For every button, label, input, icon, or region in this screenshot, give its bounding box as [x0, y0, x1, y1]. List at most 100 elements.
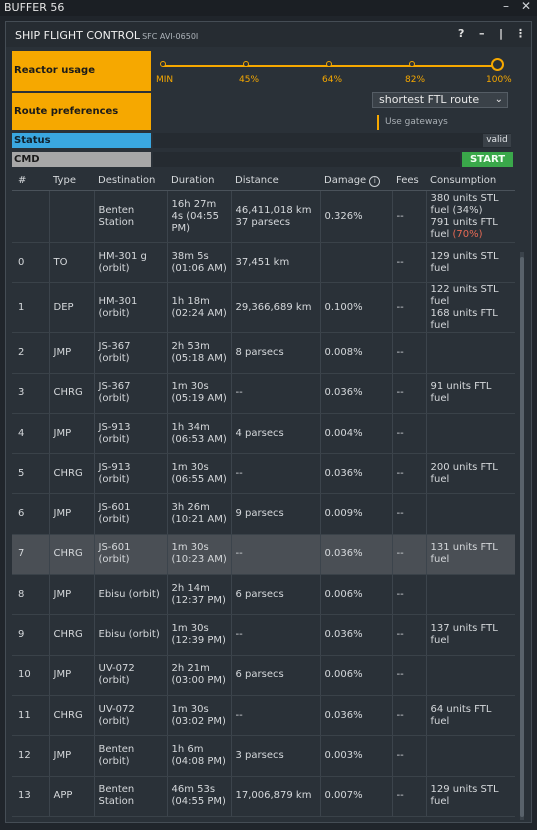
cell-dmg: 0.003% [319, 735, 392, 777]
cell-dur: 2h 21m (03:00 PM) [166, 655, 231, 696]
minimize-icon[interactable]: – [479, 27, 485, 40]
cell-dest[interactable]: JS-601 (orbit) [93, 493, 167, 535]
cell-index: 4 [12, 413, 49, 455]
cell-type: CHRG [48, 534, 94, 576]
reactor-slider-knob[interactable] [491, 58, 504, 71]
table-row[interactable]: 8 JMP Ebisu (orbit) 2h 14m (12:37 PM) 6 pars… [12, 574, 515, 616]
cell-fees: -- [391, 776, 426, 817]
cell-type: TO [48, 242, 94, 284]
cell-fees: -- [391, 413, 426, 455]
reactor-tick-min[interactable] [160, 61, 166, 67]
cell-index: 6 [12, 493, 49, 535]
help-icon[interactable]: ? [458, 27, 465, 40]
cell-type: CHRG [48, 614, 94, 656]
cell-dmg: 0.036% [319, 695, 392, 737]
cell-dest[interactable]: Ebisu (orbit) [93, 614, 167, 656]
cell-dmg: 0.006% [319, 655, 392, 696]
cell-fees: -- [391, 453, 426, 495]
table-row[interactable]: 2 JMP JS-367 (orbit) 2h 53m (05:18 AM) 8 par… [12, 332, 515, 374]
cell-dur: 1m 30s (03:02 PM) [166, 695, 231, 737]
cell-dest[interactable]: JS-367 (orbit) [93, 373, 167, 414]
cell-cons [425, 332, 515, 374]
cell-cons [425, 574, 515, 616]
menu-icon[interactable]: ⋮ [515, 27, 526, 40]
reactor-tick-64[interactable] [326, 61, 332, 67]
route-preference-value: shortest FTL route [379, 93, 480, 106]
table-row[interactable]: 12 JMP Benten (orbit) 1h 6m (04:08 PM) 3 par… [12, 735, 515, 777]
table-row[interactable]: 11 CHRG UV-072 (orbit) 1m 30s (03:02 PM) -- 0… [12, 695, 515, 737]
cell-index: 0 [12, 242, 49, 284]
cell-dest[interactable]: UV-072 (orbit) [93, 695, 167, 737]
table-row[interactable]: 6 JMP JS-601 (orbit) 3h 26m (10:21 AM) 9 par… [12, 493, 515, 535]
cell-fees: -- [391, 373, 426, 414]
cell-dist: 4 parsecs [230, 413, 320, 455]
cell-dest[interactable]: Ebisu (orbit) [93, 574, 167, 616]
reactor-tick-45[interactable] [243, 61, 249, 67]
info-icon[interactable]: i [369, 175, 381, 187]
buffer-titlebar: BUFFER 56 – ✕ [0, 0, 537, 16]
cell-dest[interactable]: Benten Station [93, 776, 167, 817]
status-field [153, 133, 511, 148]
cell-index: 8 [12, 574, 49, 616]
cell-type: CHRG [48, 695, 94, 737]
cell-dmg: 0.036% [319, 614, 392, 656]
buffer-title: BUFFER 56 [4, 1, 65, 14]
chevron-down-icon: ⌄ [494, 94, 503, 105]
cell-dur: 1m 30s (12:39 PM) [166, 614, 231, 656]
cell-index: 12 [12, 735, 49, 777]
table-row[interactable]: 9 CHRG Ebisu (orbit) 1m 30s (12:39 PM) -- 0.0… [12, 614, 515, 656]
pin-icon[interactable]: | [499, 27, 504, 40]
table-row[interactable]: 3 CHRG JS-367 (orbit) 1m 30s (05:19 AM) -- 0.… [12, 373, 515, 414]
cell-index: 13 [12, 776, 49, 817]
cell-dest[interactable]: HM-301 g (orbit) [93, 242, 167, 284]
cmd-label: CMD [12, 152, 151, 167]
cell-index: 2 [12, 332, 49, 374]
route-preference-select[interactable]: shortest FTL route ⌄ [372, 92, 508, 108]
use-gateways-label: Use gateways [385, 117, 448, 127]
summary-destination[interactable]: Benten Station [93, 190, 167, 243]
table-row[interactable]: 7 CHRG JS-601 (orbit) 1m 30s (10:23 AM) -- 0.… [12, 534, 515, 576]
cell-dest[interactable]: HM-301 (orbit) [93, 282, 167, 334]
table-row[interactable]: 10 JMP UV-072 (orbit) 2h 21m (03:00 PM) 6 pa… [12, 655, 515, 696]
cell-dest[interactable]: JS-601 (orbit) [93, 534, 167, 576]
cell-dest[interactable]: JS-367 (orbit) [93, 332, 167, 374]
table-row[interactable]: 5 CHRG JS-913 (orbit) 1m 30s (06:55 AM) -- 0.… [12, 453, 515, 495]
cell-type: DEP [48, 282, 94, 334]
cell-dest[interactable]: Benten (orbit) [93, 735, 167, 777]
cell-dist: 9 parsecs [230, 493, 320, 535]
cell-dist: -- [230, 614, 320, 656]
cell-type: CHRG [48, 453, 94, 495]
cmd-field[interactable] [153, 152, 460, 167]
table-row[interactable]: 13 APP Benten Station 46m 53s (04:55 PM) 17,… [12, 776, 515, 817]
cell-dist: 37,451 km [230, 242, 320, 284]
cell-dist: 6 parsecs [230, 655, 320, 696]
table-row[interactable]: 0 TO HM-301 g (orbit) 38m 5s (01:06 AM) 37,4… [12, 242, 515, 284]
summary-fees: -- [391, 190, 426, 243]
cell-fees: -- [391, 534, 426, 576]
reactor-tick-label: 64% [322, 75, 343, 85]
cell-cons: 129 units STL fuel [425, 242, 515, 284]
cell-type: APP [48, 776, 94, 817]
cell-dur: 1m 30s (10:23 AM) [166, 534, 231, 576]
scrollbar-thumb[interactable] [520, 257, 524, 817]
cell-fees: -- [391, 655, 426, 696]
minimize-icon[interactable]: – [503, 0, 509, 13]
col-header: Consumption [426, 171, 515, 191]
cell-dur: 1h 6m (04:08 PM) [166, 735, 231, 777]
cell-dest[interactable]: JS-913 (orbit) [93, 453, 167, 495]
cell-dur: 2h 14m (12:37 PM) [166, 574, 231, 616]
cell-fees: -- [391, 574, 426, 616]
cell-cons: 122 units STL fuel 168 units FTL fuel [425, 282, 515, 334]
close-icon[interactable]: ✕ [521, 0, 532, 13]
reactor-tick-82[interactable] [409, 61, 415, 67]
cell-dest[interactable]: JS-913 (orbit) [93, 413, 167, 455]
cell-index: 5 [12, 453, 49, 495]
cell-dest[interactable]: UV-072 (orbit) [93, 655, 167, 696]
table-row[interactable]: 1 DEP HM-301 (orbit) 1h 18m (02:24 AM) 29,36… [12, 282, 515, 334]
use-gateways-toggle[interactable] [377, 115, 379, 130]
start-button[interactable]: START [462, 152, 513, 167]
summary-row: Benten Station 16h 27m 4s (04:55 PM) 46,… [12, 190, 515, 243]
route-table: # Type Destination Duration Distance Dam… [12, 171, 515, 817]
status-label: Status [12, 133, 151, 148]
table-row[interactable]: 4 JMP JS-913 (orbit) 1h 34m (06:53 AM) 4 par… [12, 413, 515, 455]
